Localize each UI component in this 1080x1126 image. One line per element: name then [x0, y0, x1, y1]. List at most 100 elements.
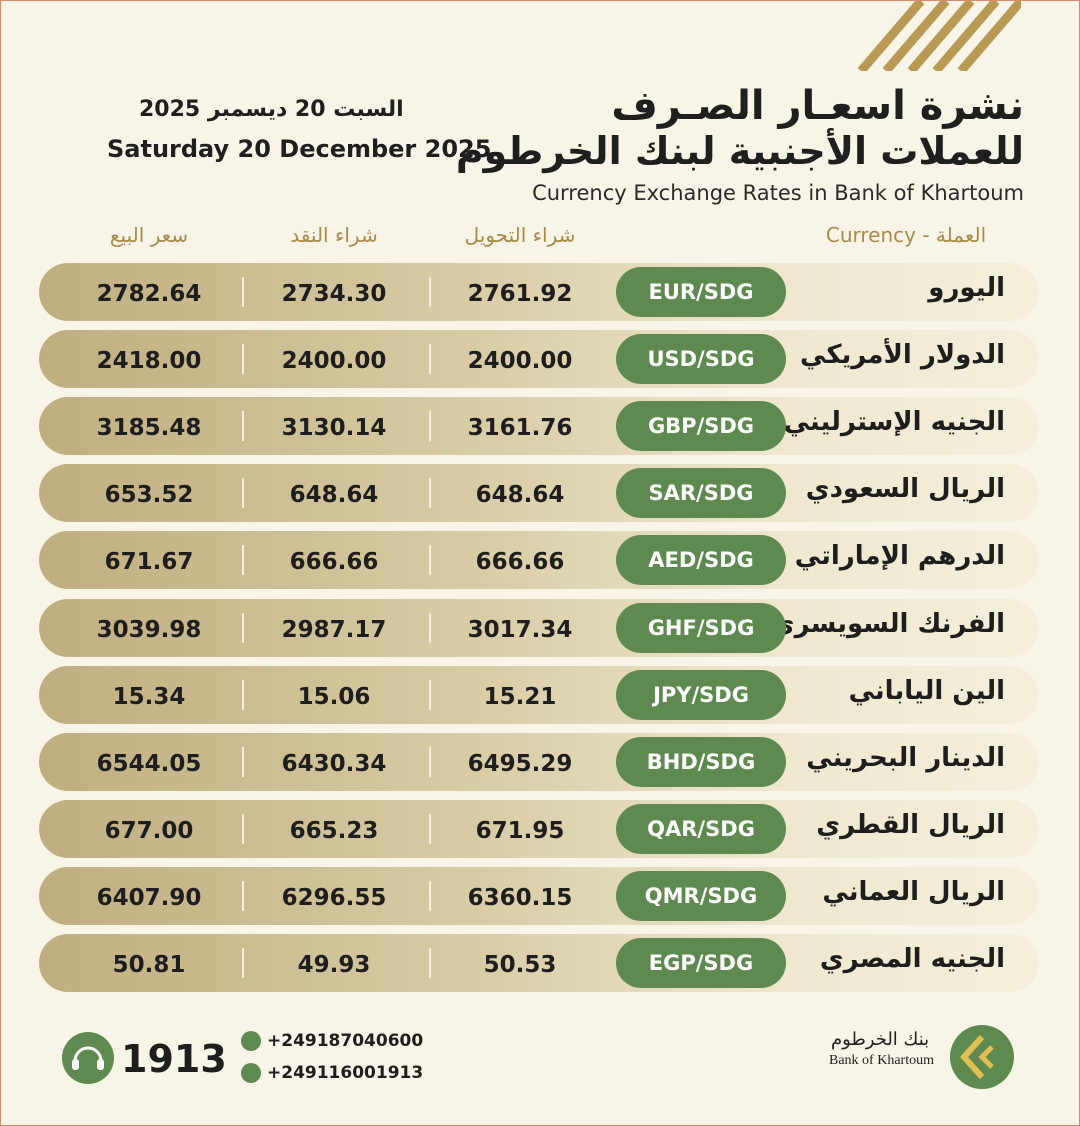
date-en: Saturday 20 December 2025 — [107, 135, 492, 163]
title-en: Currency Exchange Rates in Bank of Khart… — [532, 181, 1024, 205]
separator — [429, 746, 431, 777]
hotline: 1913 — [121, 1037, 227, 1081]
rate: 49.93 — [297, 952, 371, 978]
currency-code: JPY/SDG — [616, 669, 786, 720]
rate: 2782.64 — [96, 281, 202, 307]
hotline-icon — [62, 1032, 114, 1084]
title-ar: نشرة اسعـار الصـرف — [611, 83, 1024, 129]
separator — [242, 679, 244, 710]
separator — [429, 344, 431, 375]
separator — [242, 746, 244, 777]
separator — [242, 948, 244, 978]
separator — [429, 813, 431, 844]
separator — [242, 813, 244, 844]
column-header: شراء النقد — [290, 223, 378, 247]
currency-name: الدرهم الإماراتي — [794, 541, 1005, 572]
separator — [242, 478, 244, 509]
separator — [429, 478, 431, 509]
table-row: الريال السعودي SAR/SDG 648.64 648.64 653.52 — [39, 464, 1039, 523]
rate: 3017.34 — [467, 616, 573, 643]
rate: 15.34 — [112, 683, 186, 710]
separator — [242, 612, 244, 643]
phone: +249187040600 — [267, 1031, 424, 1051]
date-ar: السبت 20 ديسمبر 2025 — [139, 97, 404, 122]
rate: 6544.05 — [96, 750, 202, 777]
currency-code: EUR/SDG — [616, 267, 786, 317]
rate: 2734.30 — [281, 281, 387, 307]
rate: 6407.90 — [96, 884, 202, 911]
separator — [429, 545, 431, 576]
logo-ar: بنك الخرطوم — [831, 1029, 930, 1050]
rate: 50.81 — [112, 952, 186, 978]
table-row: الريال العماني QMR/SDG 6360.15 6296.55 6407.… — [39, 866, 1039, 925]
currency-code: AED/SDG — [616, 535, 786, 586]
rate: 15.06 — [297, 683, 371, 710]
rate: 3185.48 — [96, 415, 202, 442]
separator — [242, 880, 244, 911]
rate: 653.52 — [104, 482, 194, 509]
rate: 666.66 — [475, 549, 565, 576]
separator — [429, 411, 431, 442]
separator — [429, 880, 431, 911]
currency-name: الدينار البحريني — [806, 742, 1005, 773]
rate: 2400.00 — [281, 348, 387, 375]
whatsapp-icon — [241, 1063, 261, 1083]
separator — [242, 411, 244, 442]
currency-code: QMR/SDG — [616, 870, 786, 921]
currency-name: الجنيه المصري — [819, 944, 1005, 974]
rate: 3130.14 — [281, 415, 387, 442]
rate: 648.64 — [475, 482, 565, 509]
currency-code: BHD/SDG — [616, 736, 786, 787]
rate: 3039.98 — [96, 616, 202, 643]
currency-code: USD/SDG — [616, 334, 786, 385]
rate: 665.23 — [289, 817, 379, 844]
table-row: الدولار الأمريكي USD/SDG 2400.00 2400.00 241… — [39, 330, 1039, 389]
separator — [429, 948, 431, 978]
rate: 6495.29 — [467, 750, 573, 777]
separator — [429, 277, 431, 307]
rate: 6430.34 — [281, 750, 387, 777]
rate: 50.53 — [483, 952, 557, 978]
rate: 648.64 — [289, 482, 379, 509]
logo-en: Bank of Khartoum — [829, 1053, 934, 1068]
separator — [242, 344, 244, 375]
separator — [242, 545, 244, 576]
currency-name: الريال العماني — [822, 876, 1005, 907]
rate: 6296.55 — [281, 884, 387, 911]
decor-stripes — [857, 1, 1021, 71]
currency-code: QAR/SDG — [616, 803, 786, 854]
currency-code: GHF/SDG — [616, 602, 786, 653]
currency-name: الجنيه الإسترليني — [783, 407, 1005, 438]
logo-mark — [950, 1025, 1014, 1089]
rate: 2400.00 — [467, 348, 573, 375]
table-row: الجنيه المصري EGP/SDG 50.53 49.93 50.81 — [39, 934, 1039, 992]
rate: 666.66 — [289, 549, 379, 576]
whatsapp: +249116001913 — [267, 1063, 424, 1083]
table-row: الدينار البحريني BHD/SDG 6495.29 6430.34 654… — [39, 732, 1039, 791]
rate: 2418.00 — [96, 348, 202, 375]
table-row: اليورو EUR/SDG 2761.92 2734.30 2782.64 — [39, 263, 1039, 321]
table-row: الدرهم الإماراتي AED/SDG 666.66 666.66 671.6… — [39, 531, 1039, 590]
currency-name: اليورو — [928, 273, 1005, 303]
currency-name: الريال القطري — [816, 809, 1005, 840]
table-row: الريال القطري QAR/SDG 671.95 665.23 677.00 — [39, 799, 1039, 858]
currency-name: الفرنك السويسري — [770, 608, 1005, 639]
separator — [242, 277, 244, 307]
column-header: شراء التحويل — [464, 223, 576, 247]
table-row: الجنيه الإسترليني GBP/SDG 3161.76 3130.14 31… — [39, 397, 1039, 456]
currency-code: EGP/SDG — [616, 938, 786, 988]
rate: 15.21 — [483, 683, 557, 710]
rate: 2987.17 — [281, 616, 387, 643]
currency-name: الريال السعودي — [805, 474, 1005, 505]
separator — [429, 612, 431, 643]
currency-code: SAR/SDG — [616, 468, 786, 519]
column-header: سعر البيع — [109, 223, 189, 247]
table-row: الفرنك السويسري GHF/SDG 3017.34 2987.17 3039… — [39, 598, 1039, 657]
rate: 2761.92 — [467, 281, 573, 307]
phone-icon — [241, 1031, 261, 1051]
rate: 671.67 — [104, 549, 194, 576]
rate: 6360.15 — [467, 884, 573, 911]
title-ar: للعملات الأجنبية لبنك الخرطوم — [455, 129, 1024, 173]
currency-code: GBP/SDG — [616, 401, 786, 452]
